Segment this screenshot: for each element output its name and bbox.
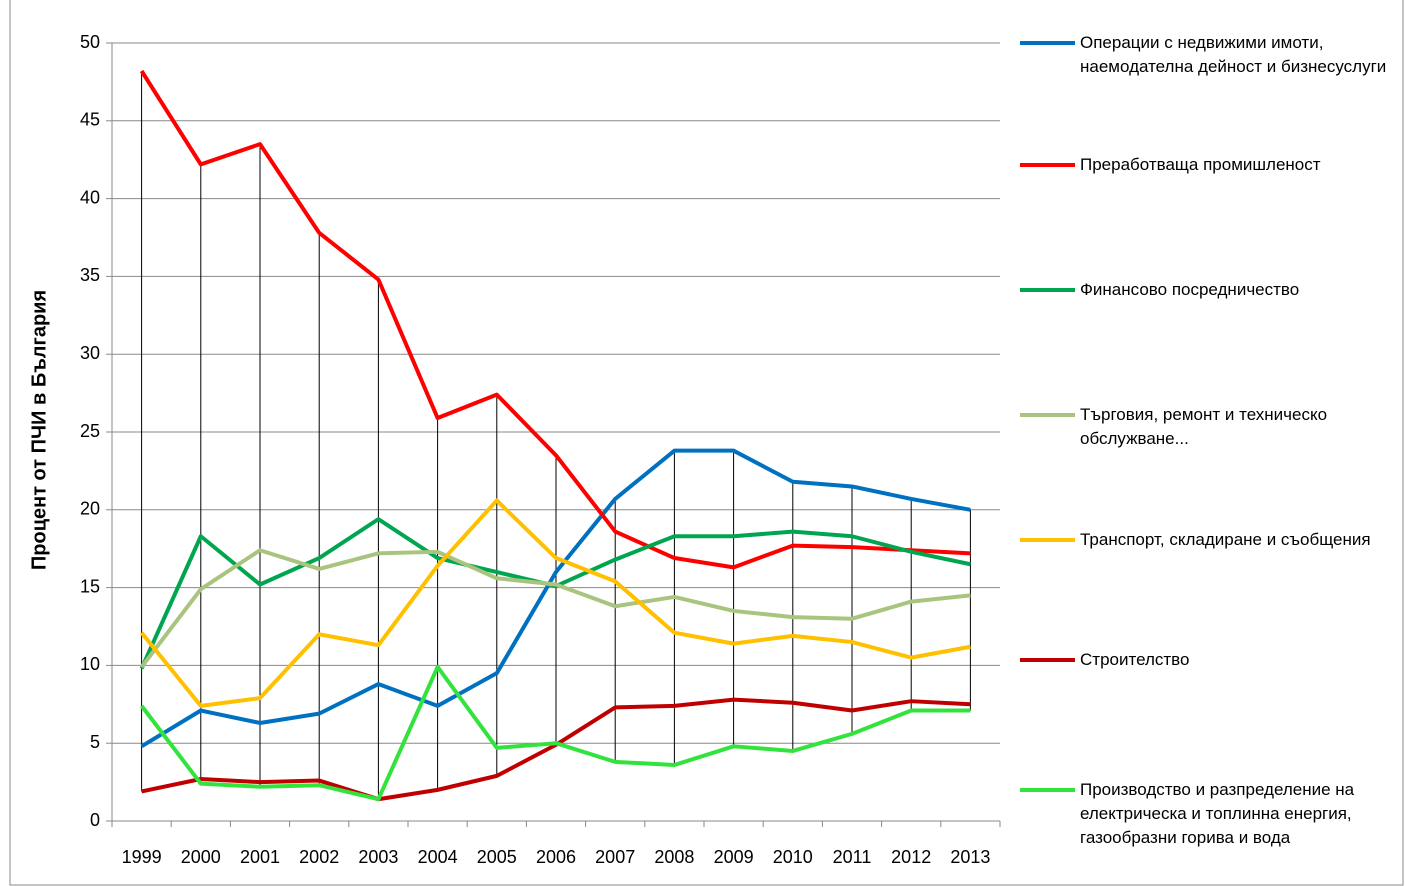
y-tick-label: 35 — [80, 265, 100, 285]
x-tick-label: 2001 — [240, 847, 280, 867]
x-tick-label: 2011 — [833, 847, 872, 867]
x-tick-label: 2000 — [181, 847, 221, 867]
series-line — [140, 548, 971, 669]
y-tick-label: 40 — [80, 187, 100, 207]
y-tick-label: 25 — [80, 421, 100, 441]
x-tick-label: 2008 — [654, 847, 694, 867]
y-tick-label: 50 — [80, 32, 100, 52]
x-tick-label: 2009 — [714, 847, 754, 867]
legend-label: Преработваща промишленост — [1080, 155, 1321, 174]
legend-label: Финансово посредничество — [1080, 280, 1300, 299]
x-tick-label: 2012 — [891, 847, 931, 867]
y-tick-label: 0 — [90, 810, 100, 830]
legend-label: Търговия, ремонт и техническо обслужване… — [1080, 405, 1328, 448]
x-tick-label: 2013 — [950, 847, 990, 867]
x-tick-label: 1999 — [122, 847, 162, 867]
y-tick-label: 5 — [90, 732, 100, 752]
x-tick-label: 2005 — [477, 847, 517, 867]
x-tick-label: 2010 — [773, 847, 813, 867]
series-line — [140, 448, 971, 749]
legend-label: Производство и разпределение на електрич… — [1080, 780, 1355, 847]
x-tick-label: 2002 — [299, 847, 339, 867]
legend-label: Транспорт, складиране и съобщения — [1080, 530, 1371, 549]
y-tick-label: 10 — [80, 654, 100, 674]
x-tick-label: 2004 — [418, 847, 458, 867]
series-line — [139, 69, 971, 570]
y-axis-label: Процент от ПЧИ в България — [28, 290, 50, 570]
legend-label: Строителство — [1080, 650, 1190, 669]
y-tick-label: 15 — [80, 576, 100, 596]
chart-border — [9, 0, 1404, 886]
legend-label: Операции с недвижими имоти, наемодателна… — [1080, 33, 1387, 76]
x-tick-label: 2003 — [358, 847, 398, 867]
x-tick-label: 2007 — [595, 847, 635, 867]
series-line — [140, 664, 971, 802]
y-tick-label: 30 — [80, 343, 100, 363]
x-tick-label: 2006 — [536, 847, 576, 867]
y-tick-label: 45 — [80, 110, 100, 130]
series-line — [140, 498, 971, 708]
y-tick-label: 20 — [80, 499, 100, 519]
